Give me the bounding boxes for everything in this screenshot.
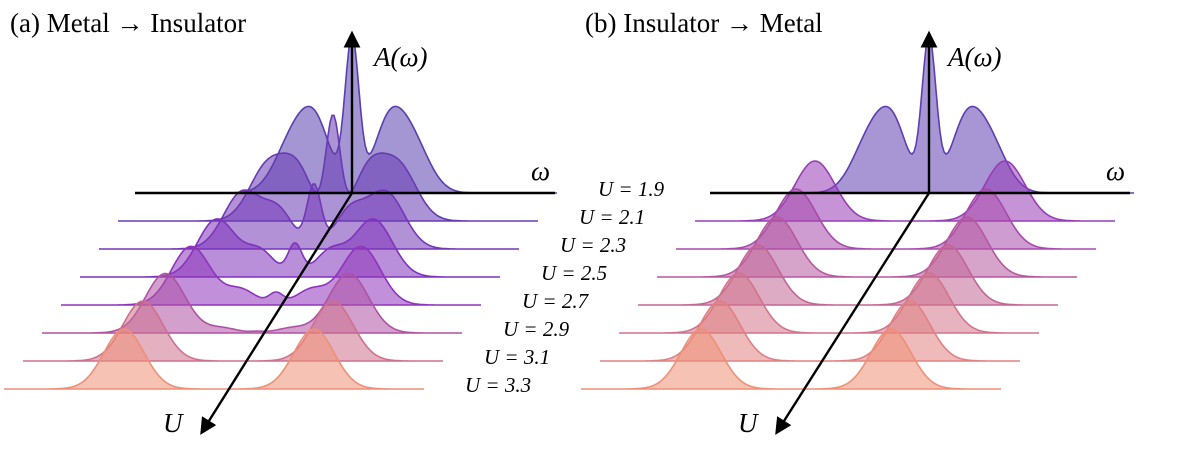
panel-b-u-axis bbox=[775, 192, 931, 435]
panel-b-x-axis-label: ω bbox=[1106, 156, 1125, 186]
panel-b-axes bbox=[710, 30, 1130, 435]
panel-a-axes bbox=[135, 30, 555, 435]
slice-labels: U = 1.9 U = 2.1 U = 2.3 U = 2.5 U = 2.7 … bbox=[465, 177, 665, 397]
slice-label: U = 2.1 bbox=[579, 205, 645, 229]
slice-label: U = 2.9 bbox=[503, 317, 570, 341]
spectrum-slice bbox=[118, 114, 538, 222]
slice-label: U = 1.9 bbox=[598, 177, 665, 201]
spectrum-slice bbox=[137, 35, 557, 194]
panel-a-u-axis bbox=[200, 192, 354, 435]
slice-label: U = 3.1 bbox=[484, 345, 550, 369]
panel-a-slices bbox=[4, 35, 557, 390]
panel-b-slices bbox=[581, 35, 1134, 390]
slice-label: U = 3.3 bbox=[465, 373, 531, 397]
panel-b-depth-axis-label: U bbox=[738, 408, 759, 438]
panel-b: (b) Insulator → Metal A(ω) ω U bbox=[581, 8, 1134, 438]
panel-a-x-axis-label: ω bbox=[531, 156, 550, 186]
spectrum-slice bbox=[581, 328, 1001, 390]
panel-b-y-axis-label: A(ω) bbox=[946, 42, 1002, 72]
slice-label: U = 2.7 bbox=[522, 289, 590, 313]
slice-label: U = 2.3 bbox=[560, 233, 626, 257]
panel-a-title: (a) Metal → Insulator bbox=[10, 8, 246, 38]
panel-a-y-axis-label: A(ω) bbox=[372, 42, 428, 72]
slice-label: U = 2.5 bbox=[541, 261, 607, 285]
panel-a-depth-axis-label: U bbox=[163, 408, 184, 438]
spectrum-slice bbox=[714, 35, 1134, 194]
panel-b-title: (b) Insulator → Metal bbox=[585, 8, 823, 38]
spectrum-slice bbox=[80, 218, 500, 278]
panel-a: (a) Metal → Insulator A(ω) ω U bbox=[4, 8, 557, 438]
spectrum-slice bbox=[4, 328, 424, 390]
